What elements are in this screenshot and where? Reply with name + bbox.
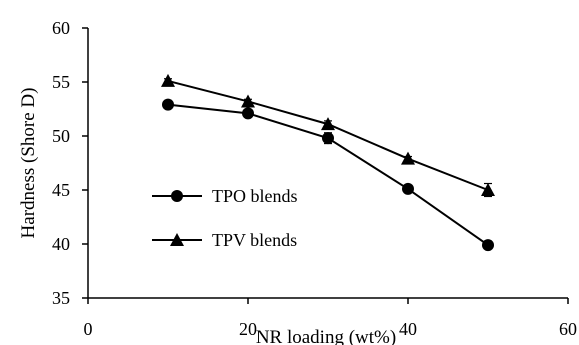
data-point-tpv — [481, 183, 495, 196]
legend-item-tpo: TPO blends — [152, 186, 298, 206]
data-point-tpo — [242, 107, 254, 120]
x-tick-label: 0 — [84, 319, 93, 339]
x-tick-label: 60 — [559, 319, 577, 339]
axes — [87, 28, 568, 299]
y-tick-label: 55 — [52, 72, 70, 92]
data-point-tpv — [161, 73, 175, 87]
legend-item-tpv: TPV blends — [152, 230, 297, 250]
data-point-tpo — [322, 132, 334, 145]
data-point-tpv — [321, 117, 335, 131]
legend-marker-tpo — [171, 190, 183, 202]
x-tick-label: 20 — [239, 319, 257, 339]
y-tick-label: 35 — [52, 288, 70, 308]
y-tick-label: 50 — [52, 126, 70, 146]
y-ticks: 35 40 45 50 55 60 — [52, 18, 88, 308]
legend-label-tpo: TPO blends — [212, 186, 298, 206]
data-point-tpv — [401, 151, 415, 165]
y-tick-label: 60 — [52, 18, 70, 38]
y-axis-title: Hardness (Shore D) — [18, 88, 39, 239]
data-point-tpo — [482, 239, 494, 252]
legend-label-tpv: TPV blends — [212, 230, 297, 250]
y-tick-label: 40 — [52, 234, 70, 254]
data-point-tpv — [241, 94, 255, 108]
legend: TPO blends TPV blends — [152, 186, 298, 250]
y-tick-label: 45 — [52, 180, 70, 200]
series-layer — [161, 73, 495, 252]
x-ticks: 0 20 40 60 — [84, 298, 577, 339]
x-axis-title: NR loading (wt%) — [256, 327, 396, 345]
data-point-tpo — [402, 182, 414, 195]
data-point-tpo — [162, 98, 174, 111]
x-tick-label: 40 — [399, 319, 417, 339]
legend-marker-tpv — [170, 233, 184, 246]
